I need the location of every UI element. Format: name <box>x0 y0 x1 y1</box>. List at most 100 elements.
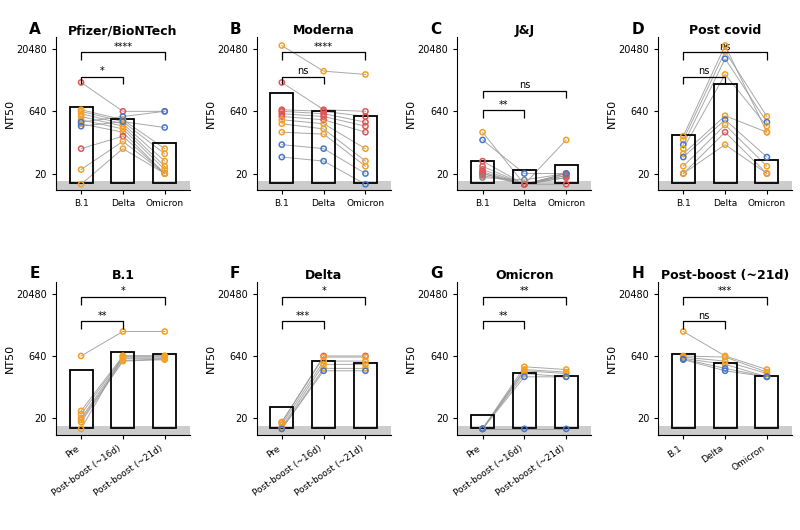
Bar <box>154 354 176 428</box>
Point <box>275 425 288 433</box>
Point <box>359 107 372 116</box>
Bar <box>513 170 536 183</box>
Point <box>761 112 774 121</box>
Point <box>74 118 87 126</box>
Point <box>718 364 731 373</box>
Point <box>560 171 573 180</box>
Point <box>677 149 690 158</box>
Point <box>158 165 171 174</box>
Bar <box>56 181 190 190</box>
Point <box>518 363 530 371</box>
Point <box>518 180 530 189</box>
Text: **: ** <box>98 311 106 321</box>
Point <box>158 169 171 178</box>
Bar <box>354 363 377 428</box>
Point <box>275 420 288 429</box>
Text: E: E <box>30 267 40 281</box>
Text: ****: **** <box>314 41 333 51</box>
Point <box>718 353 731 361</box>
Point <box>275 116 288 124</box>
Point <box>518 180 530 189</box>
Title: Moderna: Moderna <box>293 24 354 37</box>
Bar <box>755 161 778 183</box>
Point <box>518 180 530 189</box>
Point <box>560 365 573 374</box>
Point <box>117 137 130 146</box>
Point <box>275 110 288 118</box>
Point <box>318 120 330 128</box>
Point <box>476 425 489 433</box>
Point <box>275 128 288 136</box>
Title: Post covid: Post covid <box>689 24 762 37</box>
Point <box>761 368 774 376</box>
Point <box>761 128 774 136</box>
Point <box>677 169 690 178</box>
Title: Pfizer/BioNTech: Pfizer/BioNTech <box>68 24 178 37</box>
Bar <box>458 181 591 190</box>
Bar <box>658 181 792 190</box>
Point <box>718 55 731 63</box>
Point <box>518 180 530 189</box>
Point <box>117 132 130 140</box>
Point <box>275 418 288 427</box>
Point <box>117 118 130 126</box>
Text: ns: ns <box>297 66 309 76</box>
Text: H: H <box>631 267 644 281</box>
Point <box>275 107 288 116</box>
Point <box>718 357 731 365</box>
Y-axis label: NT50: NT50 <box>206 99 215 128</box>
Point <box>117 116 130 124</box>
Point <box>359 180 372 189</box>
Text: A: A <box>30 22 41 37</box>
Point <box>677 356 690 364</box>
Bar <box>714 363 737 428</box>
Point <box>560 180 573 189</box>
Point <box>560 136 573 144</box>
Point <box>476 425 489 433</box>
Text: D: D <box>631 22 644 37</box>
Point <box>718 128 731 136</box>
Point <box>761 369 774 378</box>
Bar <box>458 426 591 435</box>
Text: ns: ns <box>518 80 530 90</box>
Text: ****: **** <box>114 41 133 51</box>
Y-axis label: NT50: NT50 <box>406 99 416 128</box>
Point <box>761 153 774 161</box>
Point <box>677 353 690 361</box>
Title: Post-boost (~21d): Post-boost (~21d) <box>661 269 790 282</box>
Point <box>74 112 87 121</box>
Point <box>158 144 171 153</box>
Point <box>318 360 330 369</box>
Point <box>718 41 731 50</box>
Point <box>677 169 690 178</box>
Point <box>117 107 130 116</box>
Point <box>718 367 731 375</box>
Point <box>518 169 530 178</box>
Point <box>158 169 171 178</box>
Point <box>117 357 130 365</box>
Bar <box>513 373 536 428</box>
Text: G: G <box>430 267 443 281</box>
Point <box>476 157 489 165</box>
Point <box>476 171 489 180</box>
Bar <box>257 426 390 435</box>
Point <box>74 116 87 124</box>
Point <box>560 169 573 178</box>
Point <box>718 121 731 129</box>
Point <box>318 144 330 153</box>
Point <box>476 425 489 433</box>
Point <box>476 165 489 174</box>
Point <box>158 355 171 363</box>
Point <box>359 364 372 373</box>
Point <box>275 41 288 50</box>
Text: ns: ns <box>698 66 710 76</box>
Point <box>158 107 171 116</box>
Point <box>117 120 130 128</box>
Y-axis label: NT50: NT50 <box>5 343 15 373</box>
Point <box>275 425 288 433</box>
Point <box>560 173 573 182</box>
Point <box>677 162 690 171</box>
Point <box>677 354 690 363</box>
Point <box>158 107 171 116</box>
Point <box>718 360 731 369</box>
